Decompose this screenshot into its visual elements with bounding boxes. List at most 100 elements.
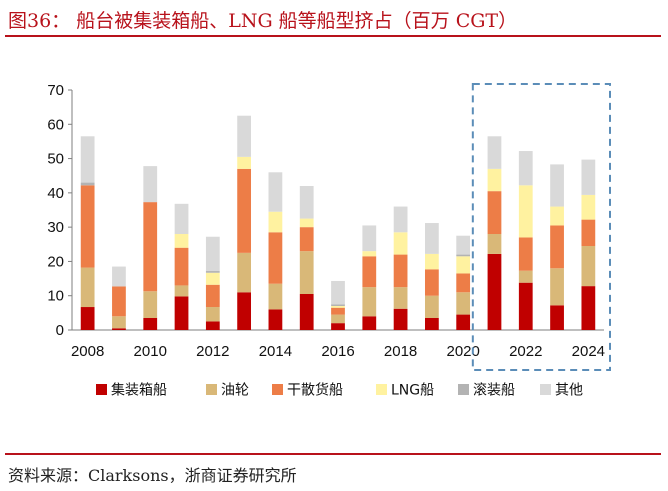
bar-segment	[393, 232, 408, 255]
bar-segment	[393, 206, 408, 233]
x-tick-label: 2016	[321, 343, 354, 360]
bar-segment	[487, 136, 502, 169]
bar-segment	[237, 156, 252, 169]
bar-segment	[268, 232, 283, 284]
bar-segment	[362, 256, 377, 288]
bar-segment	[299, 227, 314, 252]
bar-segment	[268, 172, 283, 212]
bar-segment	[518, 282, 533, 330]
x-tick-label: 2010	[134, 343, 167, 360]
bar-segment	[518, 270, 533, 283]
bar-segment	[581, 219, 596, 246]
figure-title: 图36： 船台被集装箱船、LNG 船等船型挤占（百万 CGT）	[8, 10, 518, 32]
bar-segment	[174, 296, 189, 330]
bar-segment	[112, 266, 126, 287]
bar-segment	[362, 225, 377, 252]
footer-rule	[5, 453, 661, 455]
bar-segment	[518, 185, 533, 238]
bar-segment	[299, 251, 314, 294]
title-rule	[5, 35, 661, 37]
legend-swatch	[458, 384, 469, 395]
x-tick-label: 2024	[572, 343, 605, 360]
y-tick-label: 20	[47, 253, 64, 270]
bar-segment	[362, 287, 377, 317]
chart-axes: 0 10 20 30 40 50 60 70 2008 2010 2012 2014 2016 2018 2…	[47, 82, 605, 360]
bar-segment	[550, 206, 564, 226]
y-tick-label: 30	[47, 219, 64, 236]
bar-segment	[424, 269, 439, 296]
bar-segment	[518, 237, 533, 271]
bar-segment	[487, 253, 502, 330]
bar-segment	[456, 292, 471, 315]
bar-segment	[80, 307, 95, 330]
legend-swatch	[376, 384, 387, 395]
bar-segment	[299, 294, 314, 330]
x-tick-label: 2020	[446, 343, 479, 360]
bar-segment	[581, 246, 596, 287]
bar-segment	[456, 254, 471, 257]
bar-segment	[268, 211, 283, 233]
bar-segment	[143, 166, 158, 203]
y-tick-label: 60	[47, 116, 64, 133]
legend-swatch	[540, 384, 551, 395]
bar-segment	[550, 225, 564, 269]
bar-segment	[331, 280, 345, 305]
legend-label: 油轮	[221, 383, 249, 399]
bar-segment	[331, 304, 345, 306]
bar-segment	[581, 159, 596, 195]
bar-segment	[581, 194, 596, 220]
bar-segment	[550, 164, 564, 207]
x-tick-label: 2012	[196, 343, 229, 360]
bar-segment	[362, 251, 377, 257]
chart-legend: 集装箱船 油轮 干散货船 LNG船 滚装船 其他	[96, 382, 583, 399]
bar-segment	[456, 273, 471, 293]
bar-segment	[424, 295, 439, 318]
bar-segment	[174, 247, 189, 286]
bar-segment	[331, 307, 345, 315]
chart-bars	[80, 115, 596, 330]
legend-label: LNG船	[391, 383, 434, 399]
stacked-bar-chart: 0 10 20 30 40 50 60 70 2008 2010 2012 2014 2016 2018 2…	[47, 82, 611, 399]
bar-segment	[299, 186, 314, 219]
bar-segment	[331, 314, 345, 324]
legend-label: 其他	[555, 383, 583, 399]
bar-segment	[237, 168, 252, 253]
x-tick-label: 2008	[71, 343, 104, 360]
bar-segment	[362, 316, 377, 330]
bar-segment	[424, 253, 439, 270]
bar-segment	[456, 235, 471, 255]
bar-segment	[237, 252, 252, 293]
bar-segment	[80, 182, 95, 186]
bar-segment	[487, 168, 502, 192]
bar-segment	[487, 191, 502, 234]
y-tick-label: 70	[47, 82, 64, 99]
bar-segment	[80, 267, 95, 308]
bar-segment	[205, 307, 220, 322]
bar-segment	[393, 308, 408, 330]
bar-segment	[143, 202, 158, 292]
y-tick-label: 0	[56, 322, 64, 339]
bar-segment	[268, 283, 283, 310]
x-tick-label: 2018	[384, 343, 417, 360]
bar-segment	[550, 268, 564, 306]
legend-swatch	[206, 384, 217, 395]
bar-segment	[205, 272, 220, 285]
bar-segment	[518, 151, 533, 186]
bar-segment	[331, 306, 345, 308]
bar-segment	[581, 286, 596, 330]
bar-segment	[393, 254, 408, 288]
bar-segment	[205, 271, 220, 273]
legend-label: 干散货船	[287, 382, 343, 399]
legend-swatch	[272, 384, 283, 395]
bar-segment	[424, 223, 439, 254]
x-tick-label: 2022	[509, 343, 542, 360]
y-tick-label: 10	[47, 288, 64, 305]
bar-segment	[456, 256, 471, 274]
bar-segment	[456, 314, 471, 330]
bar-segment	[174, 285, 189, 297]
highlight-box-group	[471, 83, 611, 371]
legend-label: 滚装船	[473, 382, 515, 399]
bar-segment	[112, 286, 126, 317]
source-note: 资料来源：Clarksons，浙商证券研究所	[8, 466, 297, 485]
bar-segment	[174, 203, 189, 234]
